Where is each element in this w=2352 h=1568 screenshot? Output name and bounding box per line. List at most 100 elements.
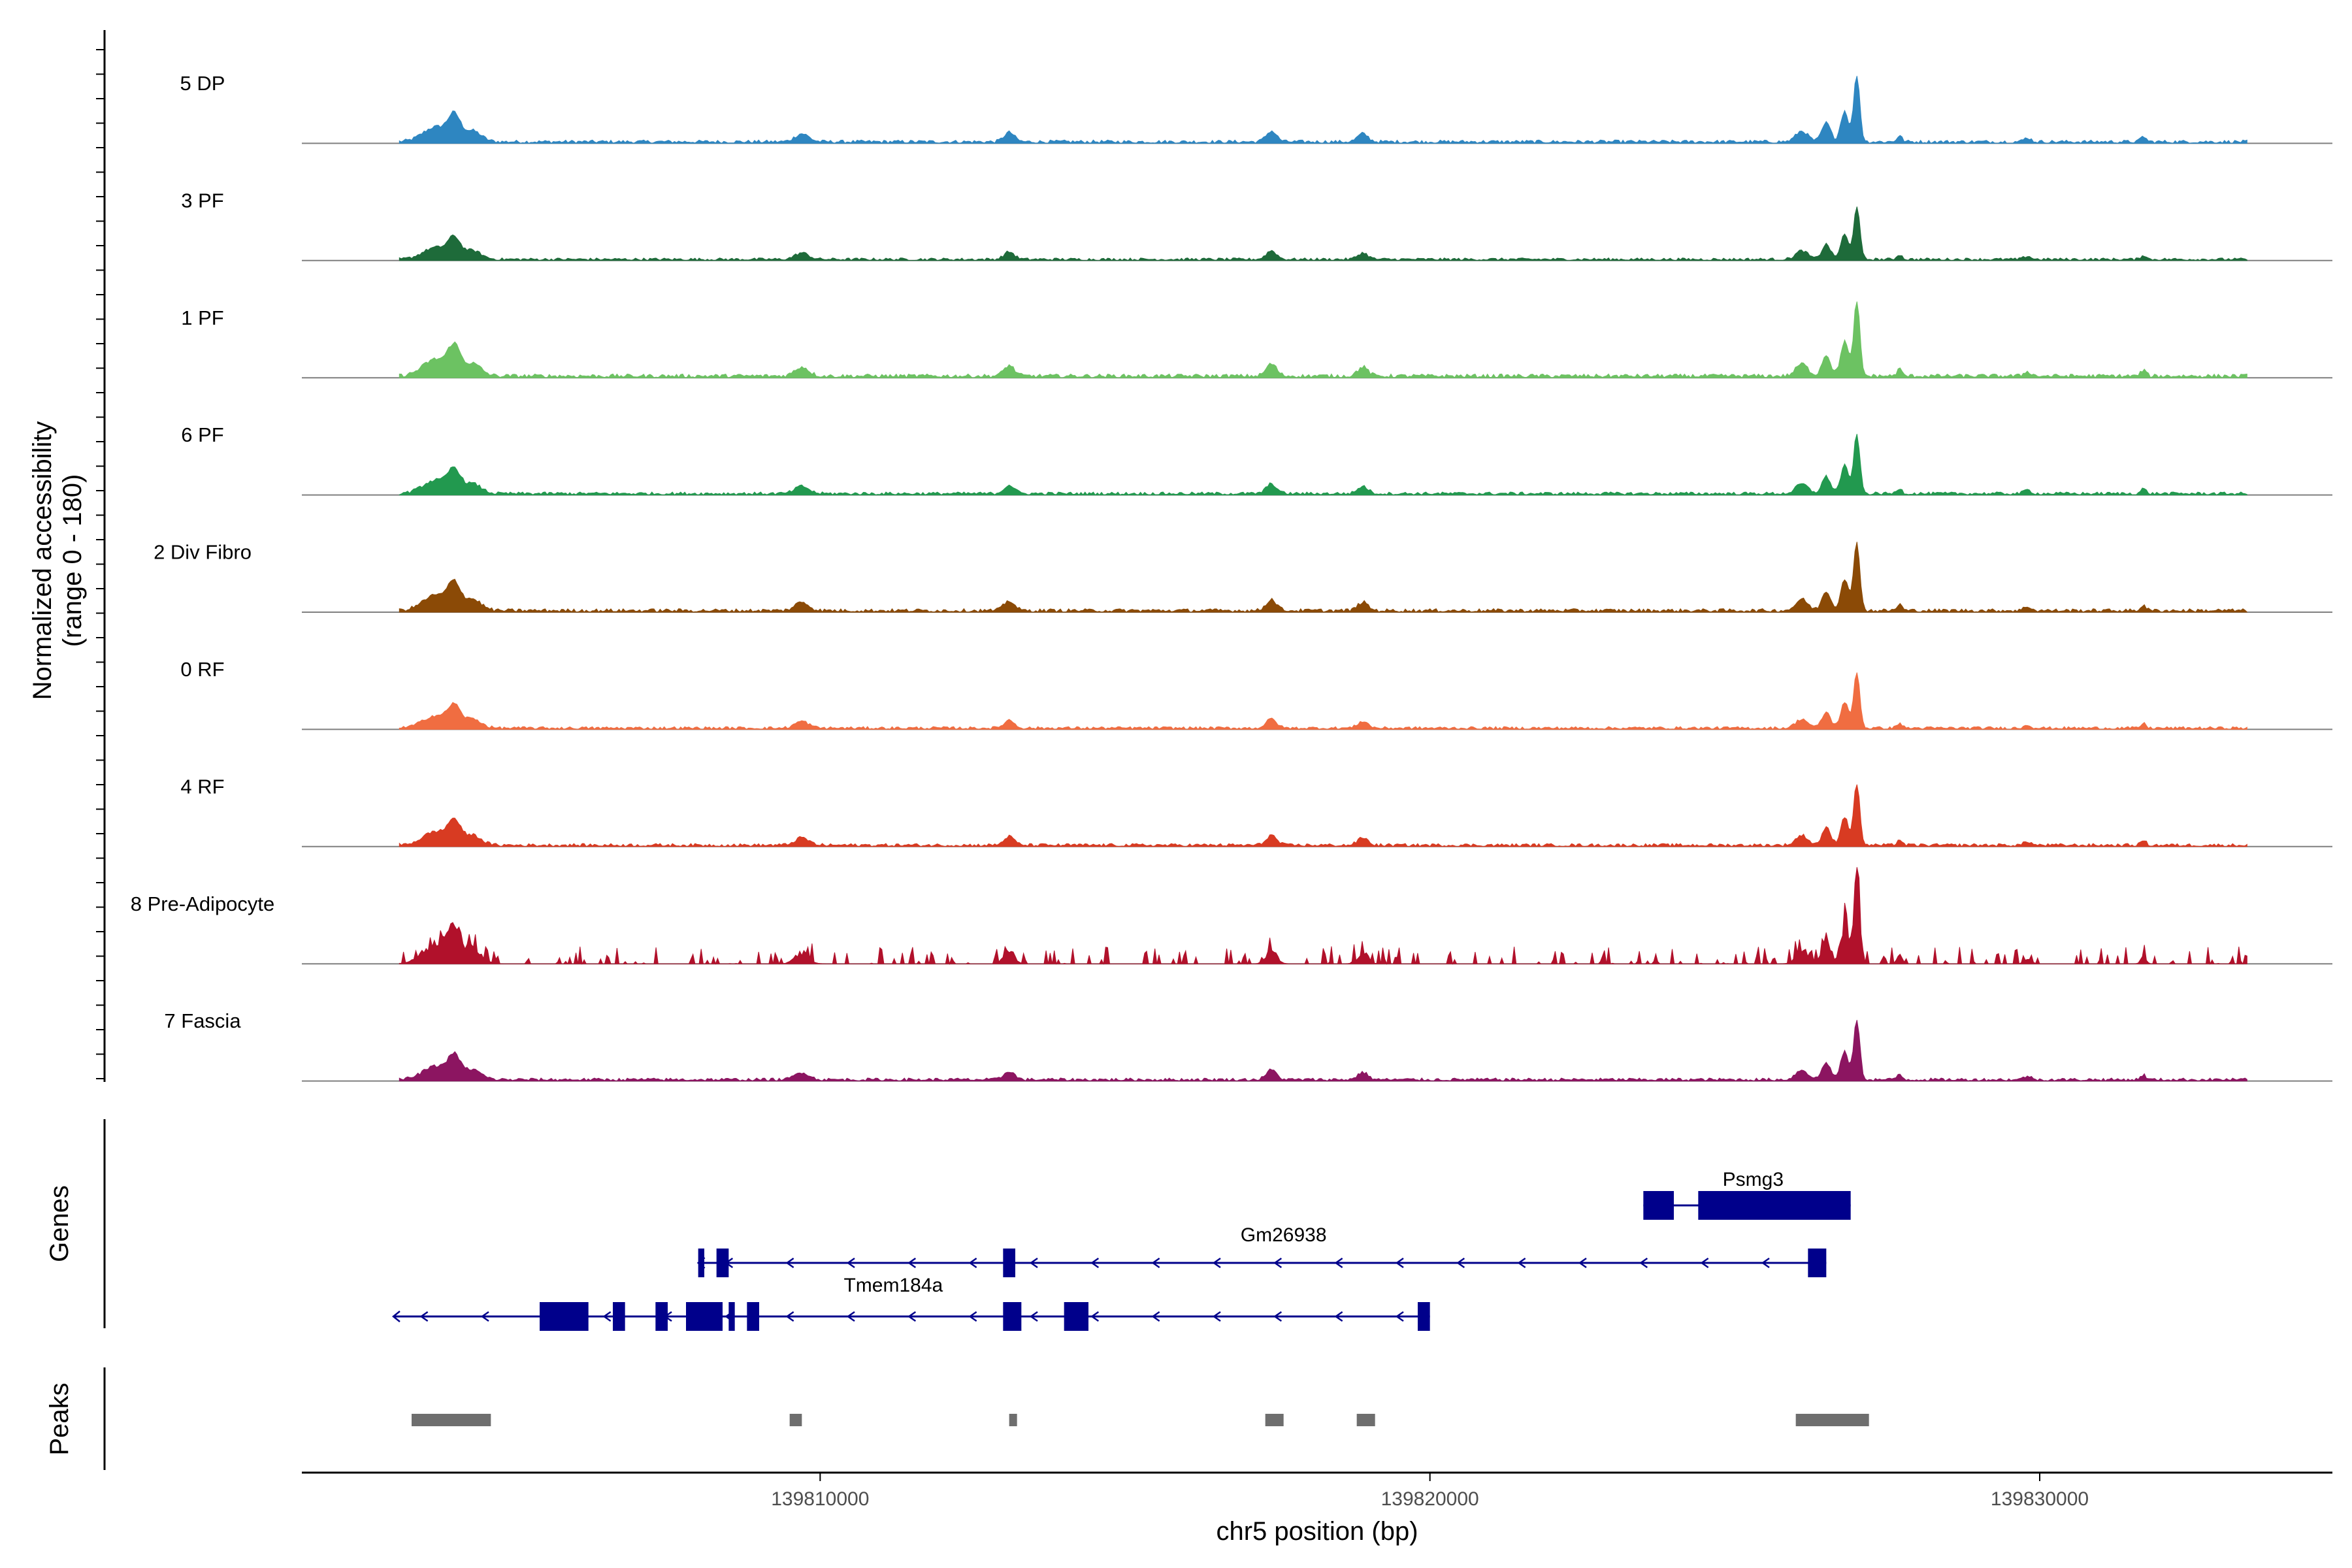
y-axis-title-line2: (range 0 - 180) bbox=[58, 474, 87, 647]
track-0-rf: 0 RF bbox=[180, 658, 2332, 730]
exon-block bbox=[1003, 1249, 1015, 1277]
strand-arrow bbox=[785, 1257, 794, 1269]
exon-block bbox=[1418, 1302, 1430, 1331]
exon-block bbox=[613, 1302, 625, 1331]
strand-arrow bbox=[419, 1311, 429, 1322]
track-5-dp: 5 DP bbox=[180, 72, 2332, 144]
x-tick-label: 139830000 bbox=[1991, 1488, 2089, 1510]
track-y-axis bbox=[96, 30, 106, 1082]
exon-block bbox=[1808, 1249, 1827, 1277]
strand-arrow bbox=[1761, 1257, 1770, 1269]
strand-arrow bbox=[968, 1311, 977, 1322]
exon-block bbox=[1698, 1191, 1851, 1220]
exon-block bbox=[540, 1302, 589, 1331]
track-signal bbox=[399, 542, 2247, 613]
track-label: 2 Div Fibro bbox=[154, 541, 252, 564]
track-signal bbox=[399, 672, 2247, 730]
gene-label: Psmg3 bbox=[1723, 1169, 1784, 1190]
exon-block bbox=[686, 1302, 723, 1331]
coverage-tracks: 5 DP 3 PF 1 PF 6 PF 2 Div Fibro 0 RF 4 RF 8 Pre… bbox=[131, 72, 2332, 1082]
track-label: 4 RF bbox=[180, 775, 224, 798]
x-tick-label: 139810000 bbox=[771, 1488, 869, 1510]
peak-region bbox=[412, 1414, 491, 1426]
strand-arrow bbox=[1090, 1257, 1100, 1269]
strand-arrow bbox=[1334, 1257, 1343, 1269]
strand-arrow bbox=[1456, 1257, 1465, 1269]
track-signal bbox=[399, 76, 2247, 144]
x-axis-title: chr5 position (bp) bbox=[1216, 1517, 1418, 1546]
track-signal bbox=[399, 434, 2247, 496]
gene-label: Tmem184a bbox=[843, 1275, 943, 1296]
exon-block bbox=[716, 1249, 729, 1277]
peaks-panel-label: Peaks bbox=[45, 1382, 74, 1455]
track-label: 6 PF bbox=[181, 423, 223, 446]
peak-regions bbox=[412, 1414, 1869, 1426]
strand-arrow bbox=[1090, 1311, 1100, 1322]
strand-arrow bbox=[1517, 1257, 1526, 1269]
track-4-rf: 4 RF bbox=[180, 775, 2332, 847]
track-2-div-fibro: 2 Div Fibro bbox=[154, 541, 2332, 613]
track-8-pre-adipocyte: 8 Pre-Adipocyte bbox=[131, 867, 2332, 966]
strand-arrow bbox=[1273, 1257, 1282, 1269]
gene-tmem184a: Tmem184a bbox=[391, 1275, 1430, 1331]
peak-region bbox=[1356, 1414, 1375, 1426]
strand-arrow bbox=[846, 1257, 855, 1269]
peak-region bbox=[789, 1414, 802, 1426]
track-label: 1 PF bbox=[181, 306, 223, 329]
track-signal bbox=[399, 301, 2247, 379]
strand-arrow bbox=[907, 1311, 917, 1322]
strand-arrow bbox=[1151, 1311, 1160, 1322]
gene-label: Gm26938 bbox=[1241, 1224, 1327, 1246]
genes-panel-label: Genes bbox=[45, 1185, 74, 1262]
strand-arrow bbox=[602, 1311, 612, 1322]
strand-arrow bbox=[1273, 1311, 1282, 1322]
gene-gm26938: Gm26938 bbox=[696, 1224, 1827, 1277]
track-signal bbox=[399, 1020, 2247, 1082]
x-axis: 139810000 139820000 139830000 bbox=[302, 1471, 2332, 1510]
strand-arrow bbox=[1395, 1257, 1404, 1269]
strand-arrow bbox=[1395, 1311, 1404, 1322]
track-signal bbox=[399, 206, 2247, 261]
track-label: 7 Fascia bbox=[164, 1009, 241, 1032]
track-signal bbox=[399, 867, 2247, 966]
exon-block bbox=[747, 1302, 759, 1331]
exon-block bbox=[728, 1302, 735, 1331]
track-signal bbox=[399, 784, 2247, 847]
strand-arrow bbox=[1212, 1311, 1221, 1322]
gene-annotations: Psmg3 Gm26938 Tmem184a bbox=[391, 1169, 1851, 1331]
strand-arrow bbox=[1029, 1257, 1038, 1269]
exon-block bbox=[1003, 1302, 1022, 1331]
x-tick-label: 139820000 bbox=[1381, 1488, 1479, 1510]
strand-arrow bbox=[1578, 1257, 1587, 1269]
exon-block bbox=[698, 1249, 704, 1277]
gene-psmg3: Psmg3 bbox=[1643, 1169, 1851, 1220]
y-axis-title-line1: Normalized accessibility bbox=[28, 421, 57, 700]
track-label: 8 Pre-Adipocyte bbox=[131, 892, 275, 915]
strand-arrow bbox=[785, 1311, 794, 1322]
strand-arrow bbox=[846, 1311, 855, 1322]
track-1-pf: 1 PF bbox=[181, 301, 2332, 379]
track-label: 5 DP bbox=[180, 72, 225, 95]
strand-arrow bbox=[1639, 1257, 1648, 1269]
peak-region bbox=[1795, 1414, 1869, 1426]
strand-arrow bbox=[907, 1257, 917, 1269]
exon-block bbox=[655, 1302, 668, 1331]
strand-arrow bbox=[480, 1311, 489, 1322]
track-7-fascia: 7 Fascia bbox=[164, 1009, 2332, 1082]
exon-block bbox=[1643, 1191, 1674, 1220]
track-6-pf: 6 PF bbox=[181, 423, 2332, 496]
exon-block bbox=[1064, 1302, 1088, 1331]
strand-arrow bbox=[1334, 1311, 1343, 1322]
peak-region bbox=[1009, 1414, 1017, 1426]
strand-arrow bbox=[1700, 1257, 1709, 1269]
strand-arrow bbox=[391, 1311, 400, 1322]
strand-arrow bbox=[1151, 1257, 1160, 1269]
track-label: 0 RF bbox=[180, 658, 224, 681]
peak-region bbox=[1265, 1414, 1284, 1426]
strand-arrow bbox=[1212, 1257, 1221, 1269]
strand-arrow bbox=[968, 1257, 977, 1269]
track-label: 3 PF bbox=[181, 189, 223, 212]
strand-arrow bbox=[1029, 1311, 1038, 1322]
track-3-pf: 3 PF bbox=[181, 189, 2332, 261]
